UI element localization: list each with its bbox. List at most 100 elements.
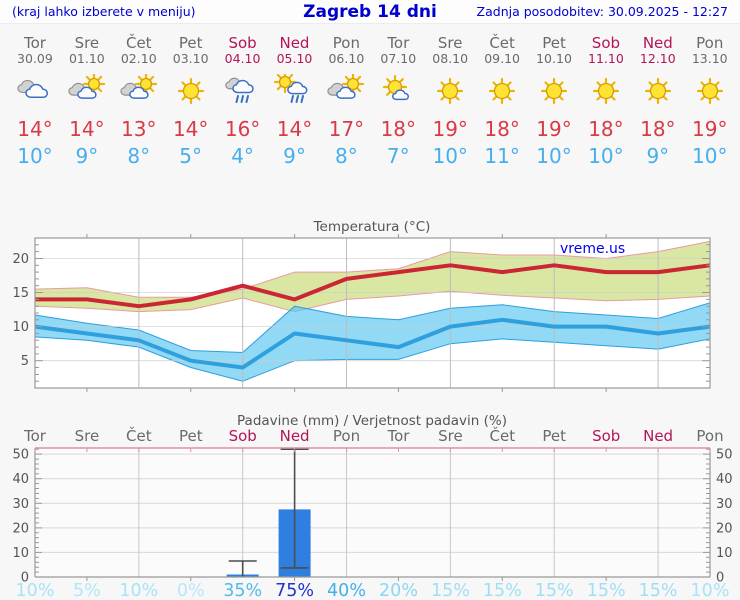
partly-cloudy-icon	[61, 74, 113, 110]
day-column[interactable]: Pon 06.10 17° 8°	[320, 25, 372, 169]
day-date: 30.09	[17, 51, 53, 66]
precip-day-label: Sob	[592, 427, 620, 445]
sunny-icon	[580, 74, 632, 110]
day-name: Sob	[228, 34, 257, 52]
precip-axis-label-right: 40	[716, 472, 733, 487]
min-temp: 10°	[536, 144, 572, 168]
min-temp: 10°	[692, 144, 728, 168]
temp-axis-label: 20	[12, 252, 29, 267]
precip-day-label: Tor	[23, 427, 47, 445]
max-temp: 18°	[484, 117, 520, 141]
sunny-icon	[684, 74, 736, 110]
day-column[interactable]: Sre 08.10 19° 10°	[424, 25, 476, 169]
precip-probability: 20%	[379, 581, 418, 600]
precip-probability: 10%	[16, 581, 55, 600]
precip-day-label: Pet	[542, 427, 566, 445]
precip-probability: 40%	[327, 581, 366, 600]
precip-probability: 15%	[587, 581, 626, 600]
precip-day-label: Sre	[75, 427, 100, 445]
max-temp: 14°	[172, 117, 209, 141]
max-temp: 17°	[328, 117, 365, 141]
day-column[interactable]: Čet 02.10 13° 8°	[113, 25, 165, 169]
day-column[interactable]: Tor 07.10 18° 7°	[372, 25, 424, 169]
day-name: Tor	[387, 34, 410, 52]
min-temp: 5°	[179, 144, 203, 168]
precip-probability: 35%	[223, 581, 262, 600]
day-date: 02.10	[120, 51, 157, 66]
sunny-icon	[632, 74, 684, 110]
precip-axis-label-left: 20	[12, 521, 29, 536]
day-name: Pet	[178, 34, 203, 52]
precipitation-chart: 0 0 10 10 20 20 30 30 40 40 50 50 Padavine (mm) / Ve…	[12, 413, 733, 600]
min-temp: 7°	[386, 144, 410, 168]
precip-day-label: Pon	[333, 427, 360, 445]
day-column[interactable]: Sre 01.10 14° 9°	[61, 25, 113, 169]
day-name: Pet	[542, 34, 566, 52]
day-name: Ned	[279, 34, 310, 52]
day-column[interactable]: Ned 05.10 14° 9°	[269, 25, 321, 169]
day-name: Tor	[23, 34, 46, 52]
day-name: Sre	[74, 34, 100, 52]
day-name: Čet	[489, 34, 515, 52]
page-header: (kraj lahko izberete v meniju) Zagreb 14…	[0, 0, 740, 24]
precip-axis-label-left: 10	[12, 546, 29, 561]
precip-probability: 15%	[483, 581, 522, 600]
last-update: Zadnja posodobitev: 30.09.2025 - 12:27	[476, 4, 728, 19]
temp-axis-label: 15	[12, 286, 29, 301]
day-column[interactable]: Čet 09.10 18° 11°	[476, 25, 528, 169]
min-temp: 10°	[432, 144, 468, 168]
temp-axis-label: 5	[21, 354, 29, 369]
precip-probability: 10%	[691, 581, 730, 600]
day-column[interactable]: Pet 03.10 14° 5°	[165, 25, 217, 169]
mostly-sunny-icon	[372, 74, 424, 110]
sunny-icon	[476, 74, 528, 110]
max-temp: 18°	[588, 117, 624, 141]
cloudy-icon	[9, 74, 61, 110]
precip-probability: 0%	[177, 581, 205, 600]
day-column[interactable]: Sob 04.10 16° 4°	[217, 25, 269, 169]
min-temp: 8°	[127, 144, 151, 168]
precip-axis-label-left: 0	[21, 571, 29, 586]
day-column[interactable]: Ned 12.10 18° 9°	[632, 25, 684, 169]
precip-probability: 15%	[535, 581, 574, 600]
max-temp: 14°	[17, 117, 53, 141]
precip-day-label: Pet	[179, 427, 203, 445]
max-temp: 19°	[432, 117, 468, 141]
day-date: 07.10	[380, 51, 417, 66]
day-date: 08.10	[432, 51, 469, 66]
precip-axis-label-right: 0	[716, 571, 724, 586]
max-temperature-line	[35, 263, 711, 309]
day-name: Ned	[642, 34, 673, 52]
max-temp: 18°	[640, 117, 676, 141]
max-temp: 19°	[692, 117, 728, 141]
precip-day-label: Ned	[280, 427, 310, 445]
min-temp: 9°	[646, 144, 670, 168]
precip-probability: 5%	[73, 581, 101, 600]
sunny-icon	[165, 74, 217, 110]
precip-day-label: Pon	[696, 427, 723, 445]
day-date: 13.10	[691, 51, 728, 66]
day-date: 10.10	[536, 51, 572, 66]
day-date: 03.10	[172, 51, 209, 66]
day-column[interactable]: Pon 13.10 19° 10°	[684, 25, 736, 169]
day-name: Čet	[125, 34, 152, 52]
min-temperature-line	[34, 317, 711, 370]
precip-axis-label-right: 30	[716, 497, 733, 512]
rain-icon	[217, 74, 269, 110]
precip-axis-label-right: 10	[716, 546, 733, 561]
day-column[interactable]: Sob 11.10 18° 10°	[580, 25, 632, 169]
day-column[interactable]: Tor 30.09 14° 10°	[9, 25, 61, 169]
day-name: Sob	[591, 34, 621, 52]
precip-probability: 15%	[639, 581, 678, 600]
menu-hint: (kraj lahko izberete v meniju)	[12, 4, 196, 19]
day-date: 06.10	[328, 51, 365, 66]
max-temp: 16°	[224, 117, 261, 141]
temp-axis-label: 10	[12, 320, 29, 335]
max-temp: 19°	[536, 117, 572, 141]
vreme-us-link[interactable]: vreme.us	[560, 241, 625, 257]
min-temp: 9°	[283, 144, 306, 168]
day-name: Pon	[332, 34, 360, 52]
day-column[interactable]: Pet 10.10 19° 10°	[528, 25, 580, 169]
day-name: Sre	[437, 34, 463, 52]
